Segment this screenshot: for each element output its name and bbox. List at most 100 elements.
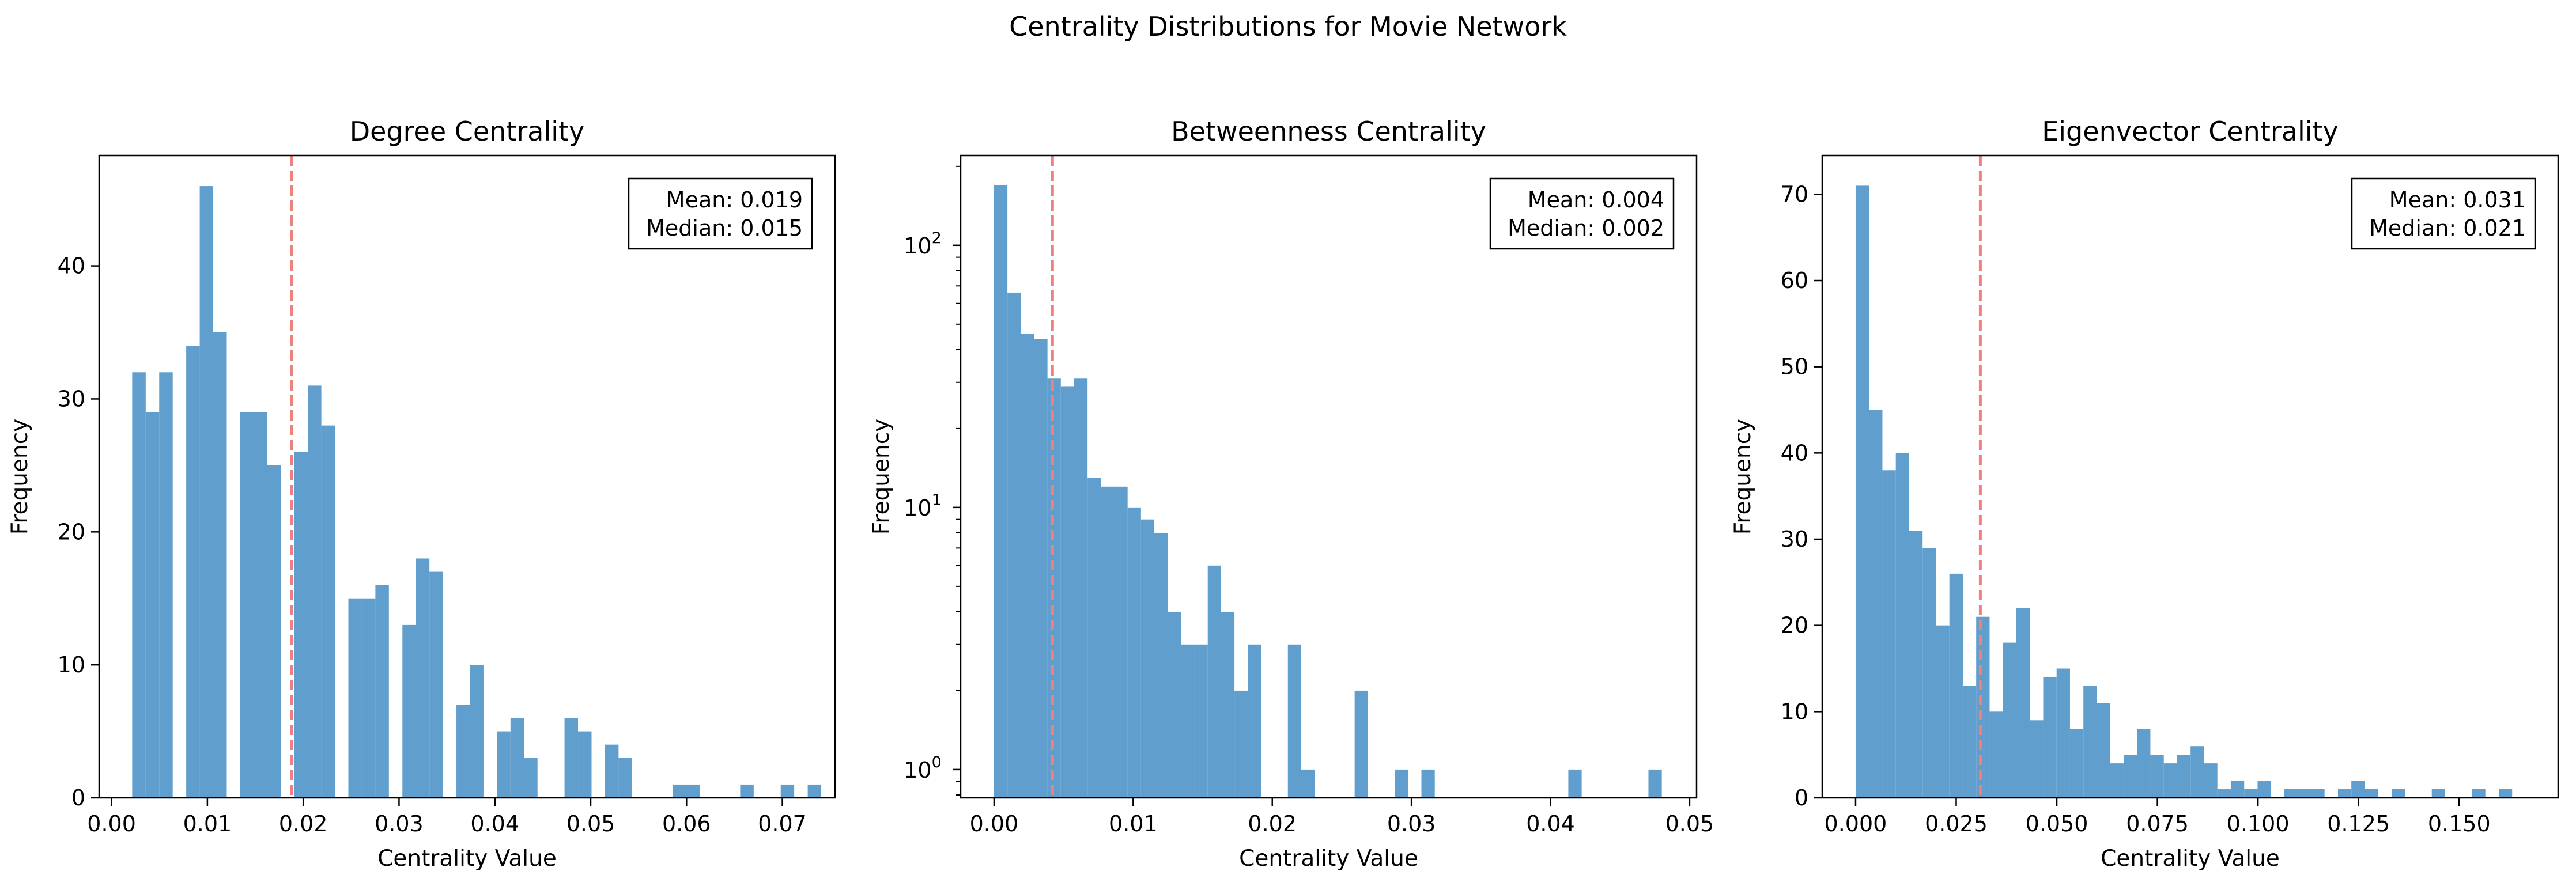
y-tick-label: 70 (1781, 181, 1808, 207)
histogram-bar (1140, 519, 1155, 798)
histogram-bar (510, 718, 524, 798)
histogram-bar (1949, 573, 1963, 798)
histogram-bar (456, 705, 470, 798)
histogram-bar (1127, 507, 1141, 798)
histogram-bar (1114, 486, 1128, 798)
y-tick-label: 10 (1781, 699, 1808, 724)
subplot-title: Eigenvector Centrality (2042, 116, 2339, 147)
histogram-bar (1354, 690, 1368, 798)
histogram-bar (1060, 386, 1074, 798)
histogram-bar (1087, 478, 1101, 798)
histogram-bar (1301, 769, 1315, 798)
histogram-bar (1568, 769, 1582, 798)
stats-box-frame (628, 177, 813, 250)
histogram-bar (2030, 720, 2044, 798)
histogram-bar (2284, 789, 2298, 798)
histogram-bar (2391, 789, 2405, 798)
x-tick-label: 0.02 (279, 811, 328, 836)
histogram-bar (1248, 644, 1261, 798)
y-axis-label: Frequency (7, 419, 33, 535)
histogram-bar (618, 758, 632, 798)
histogram-bar (686, 784, 700, 798)
x-tick-label: 0.000 (1825, 811, 1887, 836)
histogram-bar (2163, 763, 2177, 798)
histogram-bar (267, 465, 281, 798)
histogram-bar (1101, 486, 1115, 798)
stats-median-text: Median: 0.015 (646, 215, 803, 241)
stats-box-frame (1489, 177, 1675, 250)
stats-mean-text: Mean: 0.019 (666, 187, 803, 213)
histogram-bar (578, 731, 592, 798)
histogram-bar (1234, 690, 1248, 798)
stats-box-frame (2351, 177, 2536, 250)
histogram-bar (807, 784, 822, 798)
x-tick-label: 0.07 (758, 811, 807, 836)
histogram-bar (1936, 625, 1950, 798)
histogram-bar (2217, 789, 2231, 798)
x-tick-label: 0.05 (1665, 811, 1714, 836)
histogram-bar (1168, 611, 1181, 798)
histogram-bar (2204, 763, 2218, 798)
x-tick-label: 0.100 (2227, 811, 2290, 836)
histogram-bar (2190, 746, 2204, 798)
histogram-bar (2056, 668, 2070, 798)
histogram-bar (2351, 781, 2365, 798)
histogram-bar (429, 571, 443, 798)
histogram-bar (673, 784, 686, 798)
histogram-bar (1287, 644, 1301, 798)
y-tick-label: 0 (71, 785, 85, 811)
histogram-bar (2003, 642, 2016, 798)
histogram-bar (1909, 531, 1923, 798)
histogram-bar (213, 332, 227, 798)
histogram-bar (2150, 755, 2164, 798)
y-tick-label: 0 (1795, 785, 1808, 811)
histogram-bar (2230, 781, 2245, 798)
histogram-bars (994, 184, 1662, 798)
histogram-bar (2472, 789, 2486, 798)
histogram-bar (2365, 789, 2378, 798)
subplot-1: 0.00 0.01 0.02 0.03 0.04 0.05 0.06 0.07 0 10 20 30 4… (7, 116, 836, 872)
histogram-bar (2337, 789, 2352, 798)
histogram-bar (564, 718, 579, 798)
x-tick-label: 0.04 (1526, 811, 1575, 836)
y-tick-label: 20 (58, 519, 85, 544)
histogram-bar (2498, 789, 2513, 798)
histogram-bar (132, 372, 146, 798)
y-axis-label: Frequency (868, 419, 894, 535)
histogram-bar (1221, 611, 1235, 798)
histogram-bar (497, 731, 511, 798)
histogram-bar (2311, 789, 2325, 798)
histogram-bars (132, 186, 822, 798)
histogram-bar (1181, 644, 1195, 798)
subplot-title: Degree Centrality (350, 116, 585, 147)
histogram-bar (416, 558, 430, 798)
histogram-bars (1855, 185, 2513, 798)
x-tick-label: 0.03 (375, 811, 424, 836)
y-tick-label: 100 (904, 753, 942, 783)
histogram-bar (402, 624, 416, 798)
histogram-bar (2097, 703, 2110, 798)
stats-mean-text: Mean: 0.004 (1528, 187, 1664, 213)
histogram-bar (159, 372, 173, 798)
histogram-bar (1047, 378, 1061, 798)
x-axis-label: Centrality Value (2101, 846, 2280, 872)
x-tick-label: 0.00 (87, 811, 136, 836)
x-tick-label: 0.025 (1925, 811, 1988, 836)
x-tick-label: 0.00 (970, 811, 1019, 836)
histogram-bar (2110, 763, 2124, 798)
histogram-bar (2016, 608, 2030, 798)
histogram-bar (1922, 547, 1936, 798)
y-tick-label: 60 (1781, 268, 1808, 293)
y-tick-label: 10 (58, 652, 85, 677)
histogram-bar (321, 425, 335, 798)
histogram-bar (1895, 453, 1909, 798)
histogram-bar (2257, 781, 2271, 798)
histogram-bar (308, 385, 322, 798)
axes-frame (1821, 154, 2559, 799)
histogram-bar (254, 412, 267, 798)
y-tick-label: 50 (1781, 354, 1808, 380)
y-tick-label: 101 (904, 491, 942, 521)
